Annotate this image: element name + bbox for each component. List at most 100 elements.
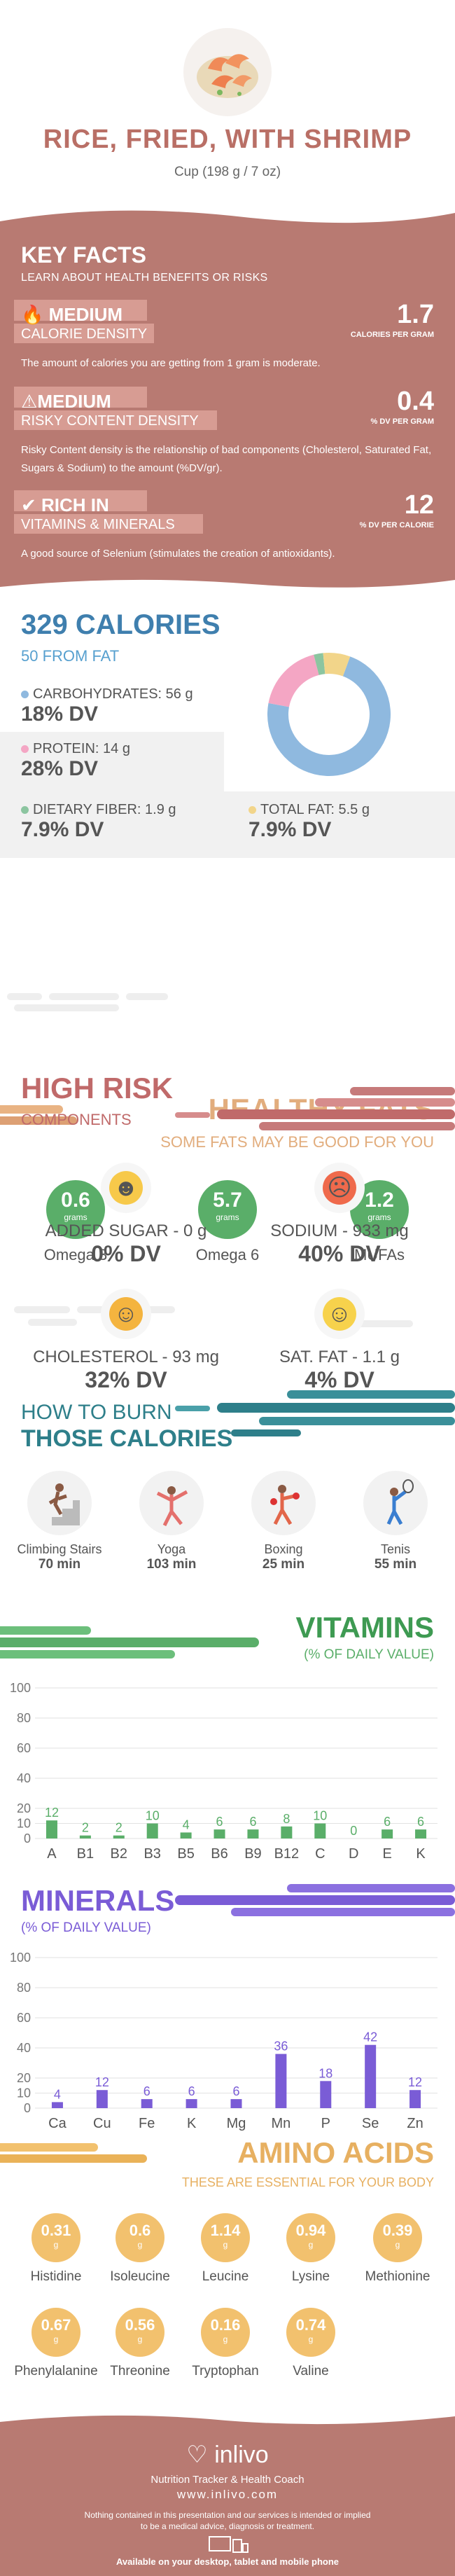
- data-label: 6: [144, 2084, 150, 2098]
- bar-Cu: [96, 2090, 108, 2108]
- bar-Zn: [410, 2090, 421, 2108]
- fact-category: VITAMINS & MINERALS: [21, 517, 175, 532]
- bar-A: [46, 1820, 57, 1838]
- fact-value: 12: [404, 490, 434, 520]
- calories-title: 329 CALORIES: [21, 609, 220, 640]
- y-tick-label: 20: [17, 1801, 31, 1815]
- activity-climbing-stairs: Climbing Stairs 70 min: [7, 1471, 112, 1572]
- x-tick-label: Fe: [139, 2116, 155, 2131]
- bar-B5: [180, 1832, 192, 1838]
- risk-sodium: ☹ SODIUM - 933 mg 40% DV: [234, 1163, 444, 1267]
- calories-from-fat: 50 FROM FAT: [21, 647, 120, 665]
- macro-fiber: DIETARY FIBER: 1.9 g 7.9% DV: [21, 802, 176, 841]
- macro-fat: TOTAL FAT: 5.5 g 7.9% DV: [248, 802, 370, 841]
- data-label: 2: [115, 1821, 122, 1835]
- activity-boxing: Boxing 25 min: [231, 1471, 336, 1572]
- amino-methionine: 0.39 g Methionine: [356, 2213, 440, 2285]
- vitamins-title: VITAMINS: [295, 1611, 434, 1644]
- data-label: 6: [417, 1815, 424, 1829]
- y-tick-label: 80: [17, 1711, 31, 1725]
- x-tick-label: Se: [362, 2116, 379, 2131]
- y-tick-label: 10: [17, 2086, 31, 2100]
- amino-leucine: 1.14 g Leucine: [183, 2213, 267, 2285]
- x-tick-label: A: [47, 1846, 57, 1862]
- donut-slice-fiber: [314, 653, 326, 675]
- data-label: 10: [313, 1809, 327, 1823]
- frown-face-icon: ☹: [323, 1171, 356, 1205]
- risk-cholesterol: ☺ CHOLESTEROL - 93 mg 32% DV: [21, 1289, 231, 1393]
- healthy-fats-section: HEALTHY FATS SOME FATS MAY BE GOOD FOR Y…: [0, 1016, 455, 1352]
- x-tick-label: P: [321, 2116, 330, 2131]
- data-label: 6: [232, 2084, 239, 2098]
- warning-icon: ⚠: [21, 391, 38, 412]
- high-risk-title: HIGH RISK: [21, 1072, 174, 1105]
- risk-added-sugar: ☻ ADDED SUGAR - 0 g 0% DV: [21, 1163, 231, 1267]
- high-risk-subtitle: COMPONENTS: [21, 1111, 132, 1128]
- smile-face-icon: ☺: [109, 1297, 143, 1331]
- bar-K: [186, 2099, 197, 2108]
- y-tick-label: 40: [17, 1771, 31, 1785]
- amino-threonine: 0.56 g Threonine: [98, 2308, 182, 2379]
- y-tick-label: 80: [17, 1981, 31, 1995]
- calories-section: 329 CALORIES 50 FROM FAT CARBOHYDRATES: …: [0, 595, 455, 1016]
- x-tick-label: B1: [77, 1846, 94, 1862]
- data-label: 6: [384, 1815, 391, 1829]
- x-tick-label: B3: [144, 1846, 160, 1862]
- brand-name: inlivo: [214, 2442, 269, 2468]
- bar-Mn: [275, 2054, 287, 2108]
- devices-icon: [206, 2535, 248, 2557]
- minerals-subtitle: (% OF DAILY VALUE): [21, 1920, 151, 1935]
- brand-url[interactable]: www.inlivo.com: [176, 2488, 279, 2501]
- key-facts-title: KEY FACTS: [21, 242, 146, 268]
- fact-category: RISKY CONTENT DENSITY: [21, 413, 199, 429]
- vitamins-section: VITAMINS (% OF DAILY VALUE) 0 10 20 40 60 80 1…: [0, 1611, 455, 1870]
- amino-acids-title: AMINO ACIDS: [237, 2136, 434, 2169]
- data-label: 6: [188, 2084, 195, 2098]
- bar-B9: [247, 1829, 259, 1838]
- fact-value: 0.4: [397, 387, 434, 416]
- data-label: 10: [146, 1809, 160, 1823]
- bar-K: [415, 1829, 427, 1838]
- macro-protein: PROTEIN: 14 g 28% DV: [21, 741, 130, 780]
- data-label: 36: [274, 2040, 288, 2054]
- fact-description: A good source of Selenium (stimulates th…: [21, 548, 335, 560]
- amino-acids-section: AMINO ACIDS THESE ARE ESSENTIAL FOR YOUR…: [0, 2136, 455, 2430]
- x-tick-label: C: [315, 1846, 325, 1862]
- amino-isoleucine: 0.6 g Isoleucine: [98, 2213, 182, 2285]
- data-label: 4: [183, 1817, 190, 1831]
- amino-acids-subtitle: THESE ARE ESSENTIAL FOR YOUR BODY: [181, 2175, 434, 2189]
- amino-phenylalanine: 0.67 g Phenylalanine: [14, 2308, 98, 2379]
- y-tick-label: 20: [17, 2071, 31, 2085]
- bar-B3: [146, 1823, 158, 1838]
- bar-Se: [365, 2044, 377, 2108]
- data-label: 12: [95, 2075, 109, 2089]
- disclaimer: Nothing contained in this presentation a…: [84, 2510, 371, 2531]
- decorative-stripes: [175, 1884, 455, 1916]
- fat-omega-6: 5.7 grams Omega 6: [178, 1180, 276, 1264]
- data-label: 42: [363, 2030, 377, 2044]
- footer: ♡ inlivo Nutrition Tracker & Health Coac…: [0, 2409, 455, 2576]
- fact-unit: % DV PER CALORIE: [359, 521, 434, 529]
- y-tick-label: 100: [10, 1681, 31, 1695]
- amino-histidine: 0.31 g Histidine: [14, 2213, 98, 2285]
- y-tick-label: 60: [17, 2011, 31, 2025]
- data-label: 8: [283, 1812, 290, 1826]
- x-tick-label: K: [416, 1846, 426, 1862]
- grin-face-icon: ☻: [109, 1171, 143, 1205]
- heart-logo-icon: ♡: [186, 2442, 208, 2468]
- fat-omega-3: 0.6 grams Omega 3: [27, 1180, 125, 1264]
- fact-description: The amount of calories you are getting f…: [21, 357, 321, 369]
- data-label: 4: [54, 2087, 61, 2101]
- activity-tennis: Tenis 55 min: [343, 1471, 448, 1572]
- minerals-title: MINERALS: [21, 1884, 175, 1917]
- macro-donut-chart: [267, 653, 391, 776]
- availability-note: Available on your desktop, tablet and mo…: [115, 2556, 340, 2567]
- risk-sat-fat: ☺ SAT. FAT - 1.1 g 4% DV: [234, 1289, 444, 1393]
- y-tick-label: 0: [24, 2101, 31, 2115]
- healthy-fats-subtitle: SOME FATS MAY BE GOOD FOR YOU: [160, 1133, 434, 1151]
- bar-B6: [214, 1829, 225, 1838]
- x-tick-label: B12: [274, 1846, 300, 1862]
- decorative-stripes: [0, 1105, 77, 1125]
- fat-mufas: 1.2 grams MUFAs: [330, 1180, 428, 1264]
